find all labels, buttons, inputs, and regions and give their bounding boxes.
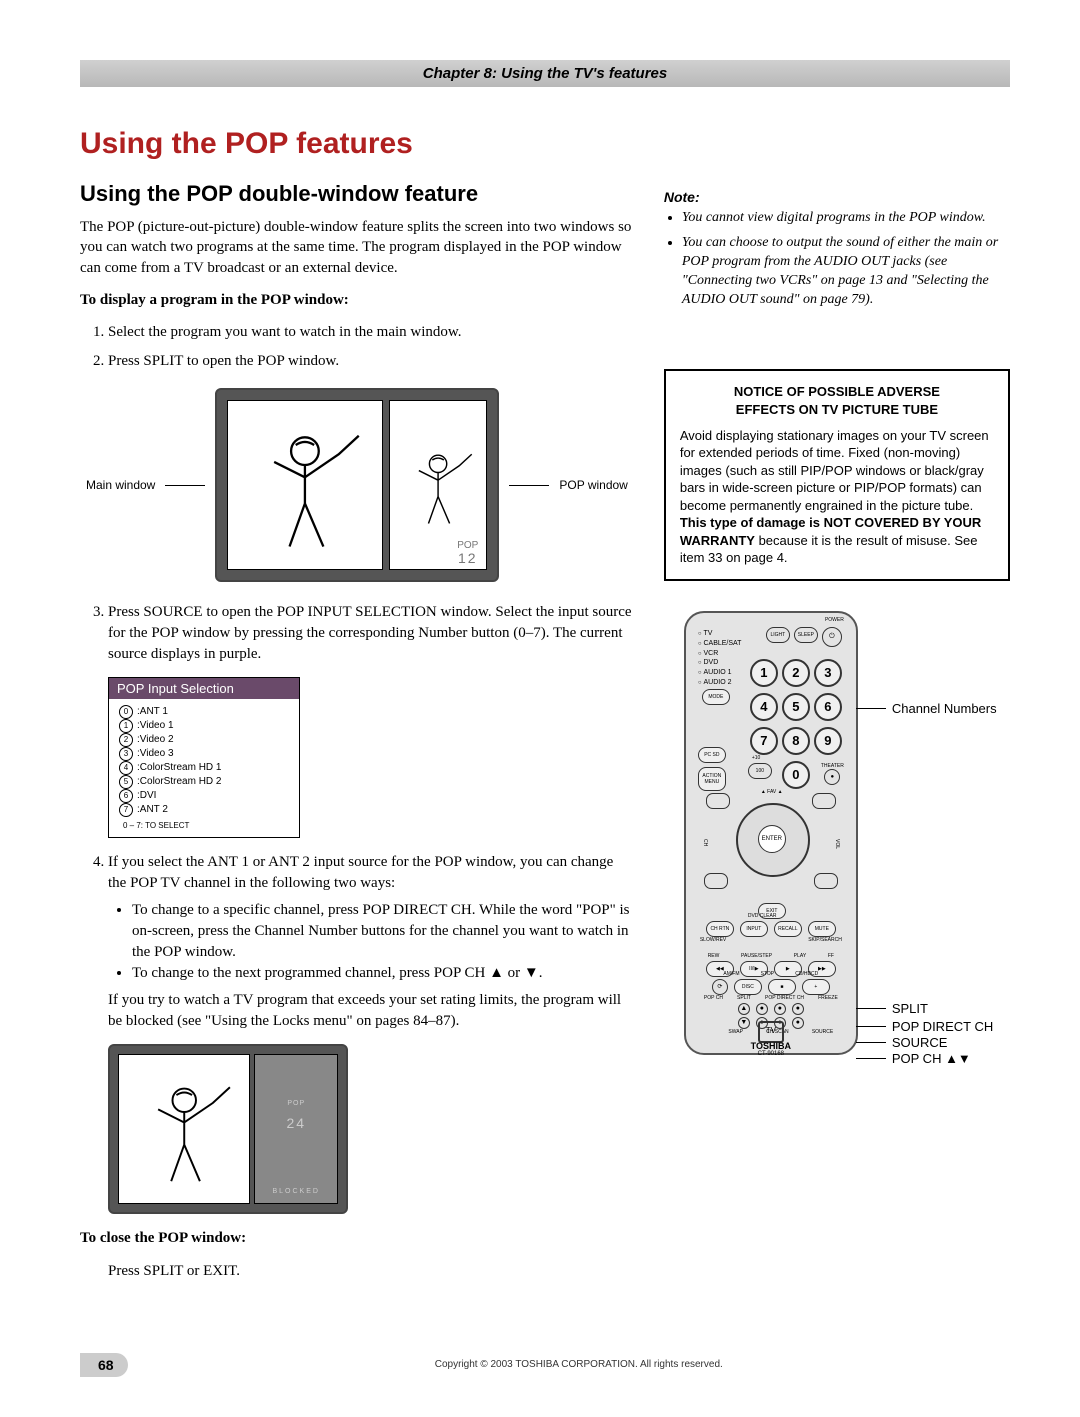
brand-logo: TOSHIBA CT-90168 — [686, 1041, 856, 1057]
nav-cluster: ▲ FAV ▲ ENTER CH VOL — [706, 793, 836, 903]
pop-select-footer: 0 – 7: TO SELECT — [119, 821, 289, 831]
corner-btn — [812, 793, 836, 809]
row-pop: ▲ ● ● ● — [700, 1003, 842, 1015]
popch-up: ▲ — [738, 1003, 750, 1015]
callout-split: SPLIT — [856, 1001, 928, 1016]
side-column: Note: You cannot view digital programs i… — [664, 181, 1010, 1293]
action-menu-button: ACTIONMENU — [698, 767, 726, 791]
remote-figure: TV CABLE/SAT VCR DVD AUDIO 1 AUDIO 2 POW… — [664, 611, 1010, 1055]
display-heading: To display a program in the POP window: — [80, 290, 634, 310]
number-pad: 1 2 3 4 5 6 7 8 9 — [750, 659, 840, 755]
sleep-button: SLEEP — [794, 627, 818, 643]
page-footer: 68 Copyright © 2003 TOSHIBA CORPORATION.… — [80, 1353, 1010, 1377]
note-item-2: You can choose to output the sound of ei… — [682, 234, 1010, 310]
tv-illustration-1: POP 12 — [215, 388, 499, 582]
callout-pop-ch: POP CH ▲▼ — [856, 1051, 971, 1066]
row-disc: ⟳ DISC ■ + — [700, 979, 842, 995]
intro-paragraph: The POP (picture-out-picture) double-win… — [80, 217, 634, 278]
callout-channel-numbers: Channel Numbers — [856, 701, 997, 716]
enter-button: ENTER — [758, 825, 786, 853]
split-btn: ● — [756, 1003, 768, 1015]
popdirect-btn: ● — [774, 1003, 786, 1015]
power-label: POWER — [825, 617, 844, 623]
tv2-pop-window: POP 24 BLOCKED — [254, 1054, 338, 1204]
main-window-label: Main window — [86, 478, 155, 492]
pop-select-body: 0: ANT 1 1: Video 1 2: Video 2 3: Video … — [109, 699, 299, 837]
step-4-tail: If you try to watch a TV program that ex… — [108, 992, 621, 1029]
light-button: LIGHT — [766, 627, 790, 643]
tv-guide-icon: TV — [686, 1020, 856, 1043]
section-subtitle: Using the POP double-window feature — [80, 181, 634, 207]
num-4: 4 — [750, 693, 778, 721]
row-chrtn: CH RTN INPUT RECALL MUTE — [700, 921, 842, 937]
pop-window-label: POP window — [559, 478, 627, 492]
pop-channel-label: POP 12 — [457, 541, 478, 565]
theater-button: THEATER ● — [821, 763, 844, 785]
step-4: If you select the ANT 1 or ANT 2 input s… — [108, 852, 634, 1032]
step-2: Press SPLIT to open the POP window. — [108, 351, 634, 372]
mode-button: MODE — [702, 689, 730, 705]
num-3: 3 — [814, 659, 842, 687]
num-8: 8 — [782, 727, 810, 755]
tv1-main-window — [227, 400, 383, 570]
corner-btn — [814, 873, 838, 889]
callout-source: SOURCE — [856, 1035, 948, 1050]
num-7: 7 — [750, 727, 778, 755]
page-number: 68 — [80, 1353, 128, 1377]
corner-btn — [704, 873, 728, 889]
notice-body-1: Avoid displaying stationary images on yo… — [680, 428, 989, 513]
batter-icon — [228, 401, 382, 569]
chapter-header: Chapter 8: Using the TV's features — [80, 60, 1010, 87]
close-heading: To close the POP window: — [80, 1228, 634, 1248]
num-6: 6 — [814, 693, 842, 721]
figure-pop-split: Main window — [80, 388, 634, 582]
notice-heading-2: EFFECTS ON TV PICTURE TUBE — [680, 401, 994, 419]
num-0: 0 — [782, 761, 810, 789]
note-list: You cannot view digital programs in the … — [664, 209, 1010, 309]
pop-input-selection-box: POP Input Selection 0: ANT 1 1: Video 1 … — [108, 677, 300, 838]
power-button: ⏻ — [822, 627, 842, 647]
batter-icon — [119, 1055, 249, 1203]
corner-btn — [706, 793, 730, 809]
callout-pop-direct: POP DIRECT CH — [856, 1019, 993, 1034]
freeze-btn: ● — [792, 1003, 804, 1015]
pop-select-header: POP Input Selection — [109, 678, 299, 699]
main-column: Using the POP double-window feature The … — [80, 181, 634, 1293]
steps-list-continued: Press SOURCE to open the POP INPUT SELEC… — [80, 602, 634, 665]
page-title: Using the POP features — [80, 127, 1010, 161]
tv2-main-window — [118, 1054, 250, 1204]
connector-line — [165, 485, 205, 486]
copyright: Copyright © 2003 TOSHIBA CORPORATION. Al… — [148, 1359, 1010, 1370]
num-5: 5 — [782, 693, 810, 721]
tv-illustration-2: POP 24 BLOCKED — [108, 1044, 348, 1214]
step-1: Select the program you want to watch in … — [108, 322, 634, 343]
connector-line — [509, 485, 549, 486]
notice-box: NOTICE OF POSSIBLE ADVERSE EFFECTS ON TV… — [664, 369, 1010, 580]
remote-control: TV CABLE/SAT VCR DVD AUDIO 1 AUDIO 2 POW… — [684, 611, 858, 1055]
step-4-bullet-1: To change to a specific channel, press P… — [132, 900, 634, 963]
pcsd-button: PC SD — [698, 747, 726, 763]
steps-list-continued-2: If you select the ANT 1 or ANT 2 input s… — [80, 852, 634, 1032]
hundred-button: 100 — [748, 763, 772, 779]
note-item-1: You cannot view digital programs in the … — [682, 209, 1010, 228]
num-9: 9 — [814, 727, 842, 755]
num-2: 2 — [782, 659, 810, 687]
device-selector: TV CABLE/SAT VCR DVD AUDIO 1 AUDIO 2 — [698, 629, 742, 688]
notice-heading-1: NOTICE OF POSSIBLE ADVERSE — [680, 383, 994, 401]
steps-list: Select the program you want to watch in … — [80, 322, 634, 372]
tv1-pop-window: POP 12 — [389, 400, 487, 570]
step-4-bullet-2: To change to the next programmed channel… — [132, 963, 634, 984]
close-body: Press SPLIT or EXIT. — [108, 1261, 634, 1281]
note-title: Note: — [664, 189, 1010, 205]
num-1: 1 — [750, 659, 778, 687]
step-3: Press SOURCE to open the POP INPUT SELEC… — [108, 602, 634, 665]
